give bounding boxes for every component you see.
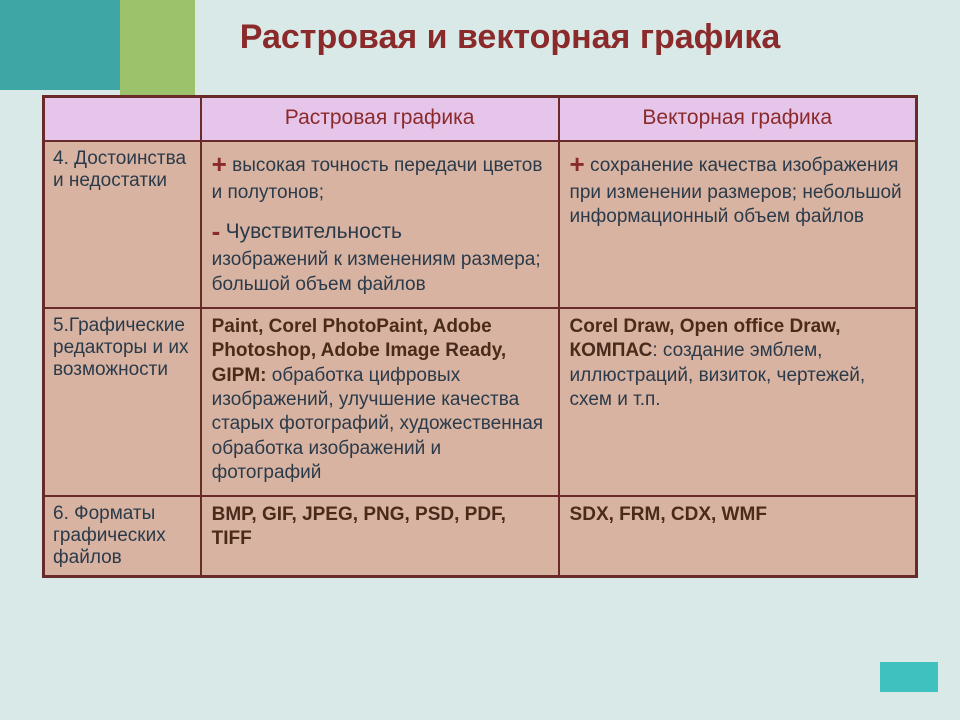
- r4-raster-plus-text: высокая точность передачи цветов и полут…: [212, 155, 543, 203]
- cell-r4-raster: + высокая точность передачи цветов и пол…: [201, 141, 559, 308]
- plus-icon: +: [212, 149, 227, 179]
- row-label-4: 4. Достоинства и недостатки: [44, 141, 201, 308]
- header-blank: [44, 97, 201, 141]
- plus-icon: +: [570, 149, 585, 179]
- table-row: 4. Достоинства и недостатки + высокая то…: [44, 141, 917, 308]
- cell-r5-raster: Paint, Corel PhotoPaint, Adobe Photoshop…: [201, 308, 559, 496]
- header-raster: Растровая графика: [201, 97, 559, 141]
- table-header-row: Растровая графика Векторная графика: [44, 97, 917, 141]
- r6-raster-text: BMP, GIF, JPEG, PNG, PSD, PDF, TIFF: [212, 504, 506, 549]
- slide-title: Растровая и векторная графика: [90, 18, 930, 57]
- cell-r5-vector: Corel Draw, Open office Draw, КОМПАС: со…: [559, 308, 917, 496]
- r4-raster-minus-lead: Чувствительность: [226, 220, 402, 243]
- r4-vector-plus-text: сохранение качества изображения при изме…: [570, 155, 902, 228]
- minus-icon: -: [212, 216, 221, 246]
- header-vector: Векторная графика: [559, 97, 917, 141]
- corner-accent: [880, 662, 938, 692]
- r6-vector-text: SDX, FRM, CDX, WMF: [570, 504, 767, 525]
- table-row: 5.Графические редакторы и их возможности…: [44, 308, 917, 496]
- comparison-table: Растровая графика Векторная графика 4. Д…: [42, 95, 918, 578]
- comparison-table-container: Растровая графика Векторная графика 4. Д…: [42, 95, 918, 578]
- row-label-5: 5.Графические редакторы и их возможности: [44, 308, 201, 496]
- row-label-6: 6. Форматы графических файлов: [44, 496, 201, 577]
- cell-r4-vector: + сохранение качества изображения при из…: [559, 141, 917, 308]
- r4-raster-minus-rest: изображений к изменениям размера; большо…: [212, 248, 548, 297]
- slide: Растровая и векторная графика Растровая …: [0, 0, 960, 720]
- cell-r6-vector: SDX, FRM, CDX, WMF: [559, 496, 917, 577]
- table-row: 6. Форматы графических файлов BMP, GIF, …: [44, 496, 917, 577]
- cell-r6-raster: BMP, GIF, JPEG, PNG, PSD, PDF, TIFF: [201, 496, 559, 577]
